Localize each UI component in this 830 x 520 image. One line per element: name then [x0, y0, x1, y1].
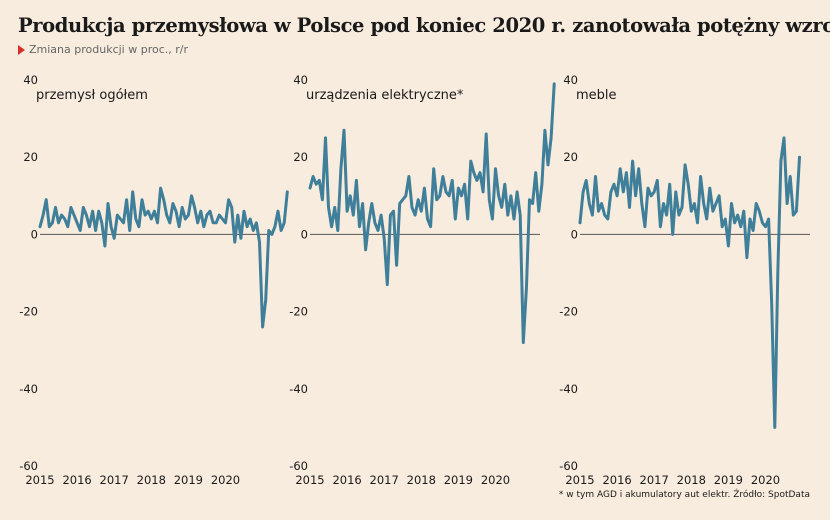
- series-line: [308, 82, 556, 344]
- x-tick-label: 2015: [565, 473, 594, 487]
- chart-subtitle: Zmiana produkcji w proc., r/r: [18, 43, 188, 56]
- y-tick-label: 20: [293, 150, 308, 164]
- x-tick-label: 2020: [211, 473, 240, 487]
- y-tick-label: -20: [19, 305, 38, 319]
- x-tick-label: 2019: [714, 473, 743, 487]
- y-tick-label: 40: [563, 73, 578, 87]
- x-tick-label: 2020: [751, 473, 780, 487]
- panel-title: przemysł ogółem: [36, 88, 148, 103]
- x-tick-label: 2017: [100, 473, 129, 487]
- panel-title: urządzenia elektryczne*: [306, 88, 464, 103]
- y-tick-label: -40: [559, 382, 578, 396]
- x-tick-label: 2019: [444, 473, 473, 487]
- x-tick-label: 2016: [62, 473, 91, 487]
- x-tick-label: 2015: [25, 473, 54, 487]
- y-tick-label: 40: [293, 73, 308, 87]
- y-tick-label: -60: [559, 459, 578, 473]
- x-tick-label: 2016: [332, 473, 361, 487]
- x-tick-label: 2015: [295, 473, 324, 487]
- y-tick-label: 0: [31, 227, 38, 241]
- subtitle-text: Zmiana produkcji w proc., r/r: [29, 43, 189, 56]
- y-tick-label: -20: [559, 305, 578, 319]
- panel-title: meble: [576, 88, 617, 103]
- y-tick-label: 0: [571, 227, 578, 241]
- x-tick-label: 2017: [370, 473, 399, 487]
- x-tick-label: 2018: [407, 473, 436, 487]
- chart-title: Produkcja przemysłowa w Polsce pod konie…: [18, 14, 830, 37]
- y-tick-label: 0: [301, 227, 308, 241]
- x-tick-label: 2016: [602, 473, 631, 487]
- y-tick-label: -40: [289, 382, 308, 396]
- y-tick-label: -60: [289, 459, 308, 473]
- red-triangle-icon: [18, 44, 25, 55]
- x-tick-label: 2018: [137, 473, 166, 487]
- series-line: [38, 186, 289, 329]
- y-tick-label: 20: [563, 150, 578, 164]
- series-line: [578, 136, 801, 429]
- x-tick-label: 2020: [481, 473, 510, 487]
- y-tick-label: -20: [289, 305, 308, 319]
- y-tick-label: 40: [23, 73, 38, 87]
- y-tick-label: -40: [19, 382, 38, 396]
- y-tick-label: -60: [19, 459, 38, 473]
- source-note: * w tym AGD i akumulatory aut elektr. Źr…: [558, 490, 810, 500]
- x-tick-label: 2018: [677, 473, 706, 487]
- y-tick-label: 20: [23, 150, 38, 164]
- x-tick-label: 2019: [174, 473, 203, 487]
- x-tick-label: 2017: [640, 473, 669, 487]
